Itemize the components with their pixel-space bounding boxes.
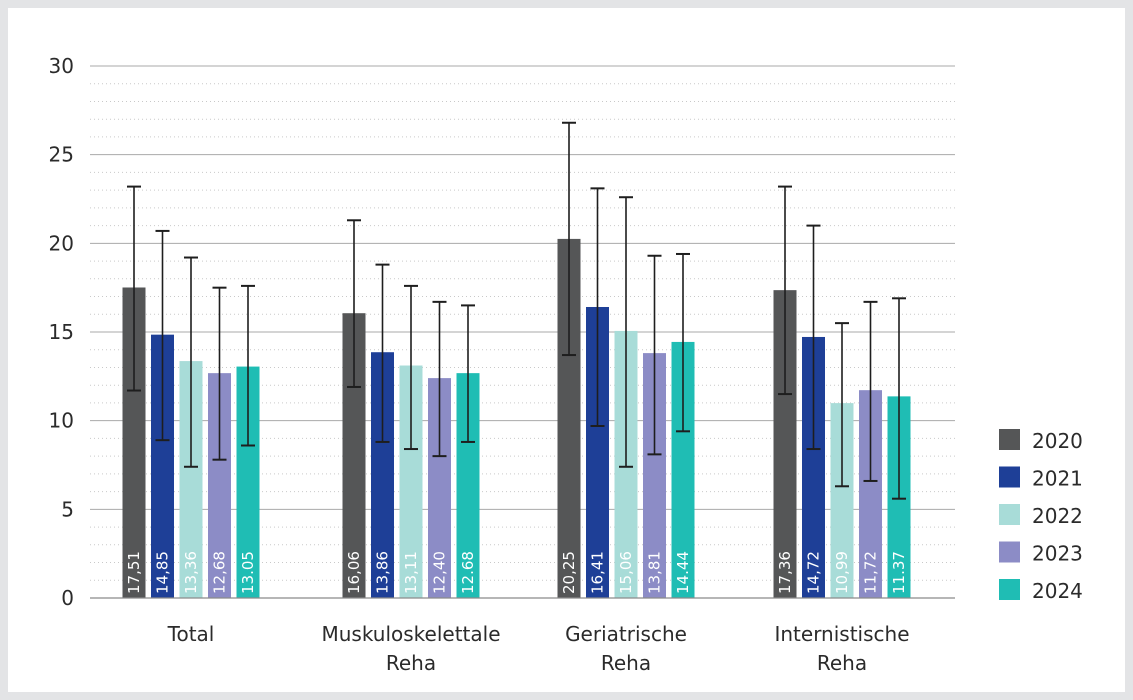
- legend-swatch-2021: [999, 466, 1020, 488]
- legend-swatch-2020: [999, 429, 1020, 450]
- y-tick-label: 10: [49, 409, 74, 433]
- category-labels: Total Muskuloskelettale Reha Geriatrische Re…: [167, 622, 910, 675]
- bar-value-labels: 17,51 16,06 20,25 17,36 14,85 13,86 16,41 14,72…: [125, 551, 908, 594]
- legend-label: 2023: [1032, 542, 1083, 566]
- bar-2023-0: [208, 373, 231, 598]
- y-tick-label: 0: [61, 586, 74, 610]
- bar-2022-1: [399, 365, 423, 598]
- bar-2021-1: [371, 352, 394, 598]
- legend-swatch-2022: [999, 504, 1020, 525]
- bar-2020-2: [557, 238, 581, 598]
- y-tick-label: 15: [49, 320, 74, 344]
- bar-value-label: 12,68: [211, 551, 229, 594]
- bar-2024-1: [456, 373, 480, 598]
- bar-value-label: 12,40: [431, 551, 449, 594]
- category-label: Internistische: [774, 622, 909, 646]
- y-tick-label: 20: [49, 231, 74, 255]
- bar-2022-3: [830, 403, 854, 598]
- bar-value-label: 13.05: [239, 551, 257, 594]
- bar-2023-3: [859, 390, 882, 598]
- bars: [122, 238, 911, 598]
- bar-2021-0: [151, 334, 174, 598]
- bar-value-label: 13,81: [646, 551, 664, 594]
- legend-label: 2020: [1032, 429, 1083, 453]
- grid-lines: [90, 65, 955, 581]
- y-tick-label: 25: [49, 143, 74, 167]
- category-label: Total: [167, 622, 215, 646]
- bar-value-label: 20,25: [560, 551, 578, 594]
- bar-value-label: 14,85: [154, 551, 172, 594]
- bar-value-label: 17,36: [776, 551, 794, 594]
- bar-2020-1: [342, 313, 366, 598]
- bar-value-label: 16,06: [345, 551, 363, 594]
- category-label: Reha: [386, 651, 436, 675]
- bar-value-label: 14.44: [674, 551, 692, 594]
- bar-value-label: 11,72: [862, 551, 880, 594]
- bar-2021-2: [586, 306, 609, 598]
- bar-2023-1: [428, 378, 451, 598]
- legend-label: 2021: [1032, 467, 1083, 491]
- bar-2022-0: [179, 361, 203, 598]
- bar-value-label: 14,72: [805, 551, 823, 594]
- category-label: Reha: [817, 651, 867, 675]
- legend-swatch-2024: [999, 579, 1020, 600]
- bar-value-label: 16,41: [589, 551, 607, 594]
- bar-2024-0: [236, 366, 260, 598]
- bar-value-label: 15,06: [617, 551, 635, 594]
- category-label: Geriatrische: [565, 622, 687, 646]
- y-tick-label: 30: [49, 54, 74, 78]
- bar-2020-3: [773, 290, 797, 598]
- bar-2020-0: [122, 287, 146, 598]
- bar-2023-2: [643, 353, 666, 598]
- bar-value-label: 13,11: [402, 551, 420, 594]
- bar-value-label: 12.68: [459, 551, 477, 594]
- legend: 2020 2021 2022 2023 2024: [999, 429, 1083, 603]
- error-bars: [127, 121, 906, 500]
- bar-value-label: 13,36: [182, 551, 200, 594]
- bar-value-label: 11.37: [890, 551, 908, 594]
- bar-chart: 0 5 10 15 20 25 30 17,51 16,06 20,25 17,36 14,85 13…: [49, 54, 1083, 675]
- bar-value-label: 17,51: [125, 551, 143, 594]
- category-label: Muskuloskelettale: [321, 622, 500, 646]
- legend-swatch-2023: [999, 541, 1020, 563]
- bar-value-label: 10,99: [833, 551, 851, 594]
- legend-label: 2022: [1032, 504, 1083, 528]
- bar-2024-2: [671, 341, 695, 598]
- y-axis-ticks: 0 5 10 15 20 25 30: [49, 54, 74, 610]
- legend-label: 2024: [1032, 579, 1083, 603]
- bar-2021-3: [802, 336, 825, 598]
- category-label: Reha: [601, 651, 651, 675]
- y-tick-label: 5: [61, 497, 74, 521]
- chart-panel: 0 5 10 15 20 25 30 17,51 16,06 20,25 17,36 14,85 13…: [8, 8, 1125, 692]
- bar-value-label: 13,86: [374, 551, 392, 594]
